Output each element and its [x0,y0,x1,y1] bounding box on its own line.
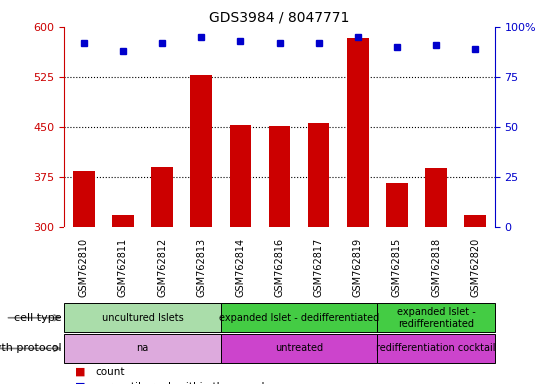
Text: uncultured Islets: uncultured Islets [102,313,183,323]
Bar [347,38,368,227]
Text: GSM762820: GSM762820 [470,238,480,297]
Title: GDS3984 / 8047771: GDS3984 / 8047771 [209,10,350,24]
Text: cell type: cell type [14,313,61,323]
Bar [377,334,495,363]
Text: GSM762819: GSM762819 [353,238,363,297]
Text: redifferentiation cocktail: redifferentiation cocktail [376,343,496,354]
Text: GSM762817: GSM762817 [314,238,324,297]
Text: GSM762810: GSM762810 [79,238,89,297]
Bar [465,215,486,227]
Bar [221,303,377,332]
Bar [151,167,173,227]
Text: GSM762811: GSM762811 [118,238,128,297]
Text: expanded Islet -
redifferentiated: expanded Islet - redifferentiated [397,307,475,329]
Bar [230,125,251,227]
Bar [191,76,212,227]
Bar [386,183,408,227]
Text: GSM762813: GSM762813 [196,238,206,297]
Text: GSM762814: GSM762814 [235,238,245,297]
Text: ■: ■ [75,382,86,384]
Text: GSM762816: GSM762816 [274,238,285,297]
Bar [64,334,221,363]
Text: GSM762815: GSM762815 [392,238,402,297]
Bar [377,303,495,332]
Bar [112,215,134,227]
Text: expanded Islet - dedifferentiated: expanded Islet - dedifferentiated [219,313,379,323]
Bar [308,123,329,227]
Bar [221,334,377,363]
Text: untreated: untreated [275,343,323,354]
Text: GSM762818: GSM762818 [431,238,441,297]
Bar [425,168,447,227]
Text: count: count [95,367,125,377]
Bar [269,126,290,227]
Bar [73,171,94,227]
Text: percentile rank within the sample: percentile rank within the sample [95,382,271,384]
Text: ■: ■ [75,367,86,377]
Bar [64,303,221,332]
Text: growth protocol: growth protocol [0,343,61,354]
Text: GSM762812: GSM762812 [157,238,167,297]
Text: na: na [136,343,149,354]
